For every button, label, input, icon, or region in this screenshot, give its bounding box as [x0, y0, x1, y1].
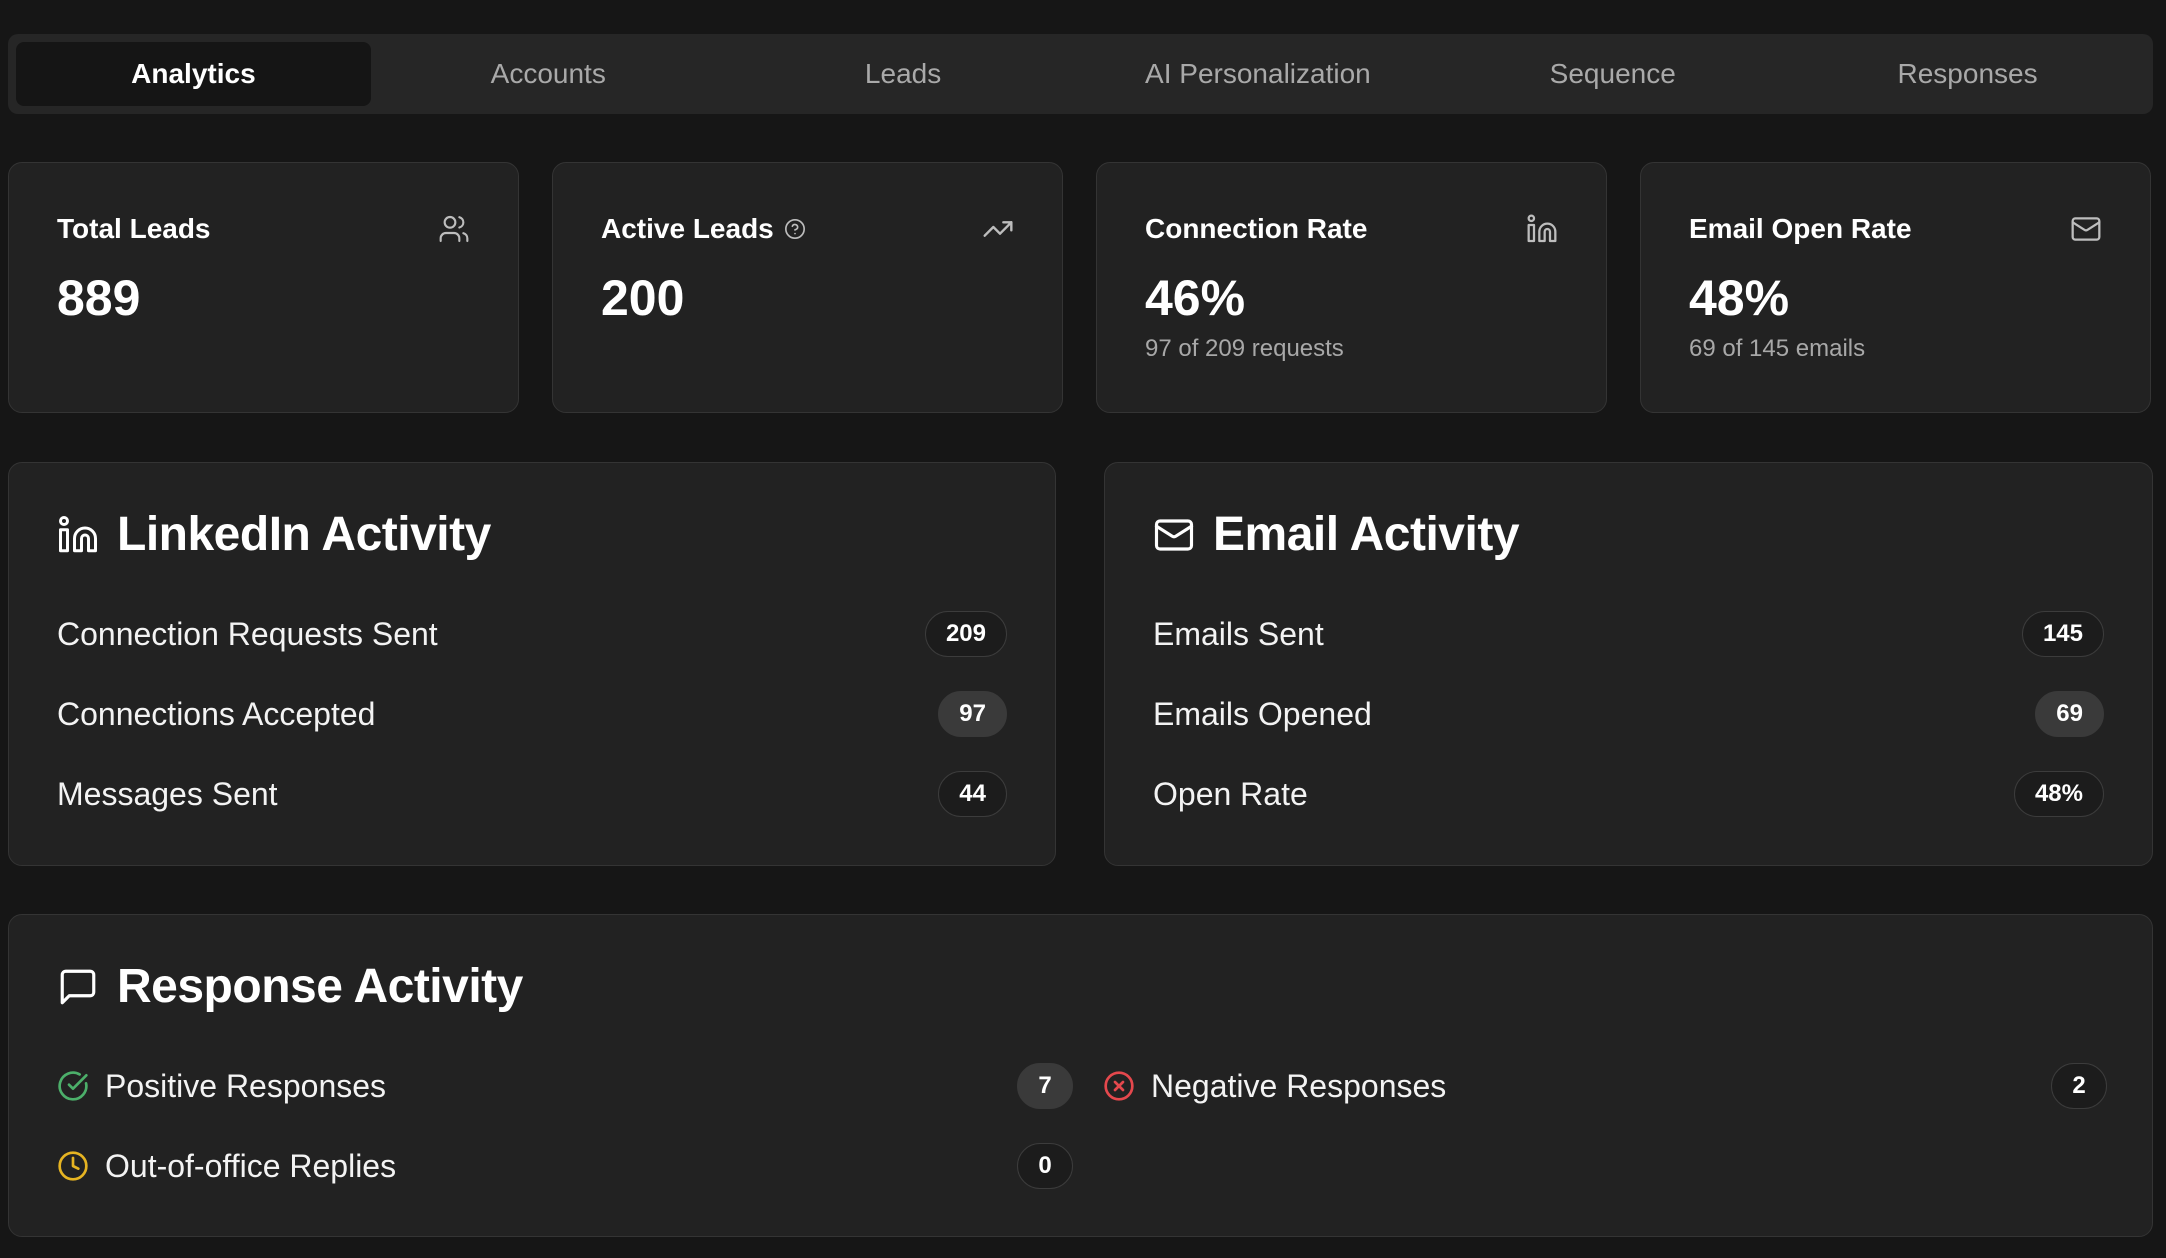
- row-label: Emails Sent: [1153, 615, 1324, 652]
- linkedin-activity-title: LinkedIn Activity: [117, 508, 491, 561]
- mail-icon: [2071, 217, 2101, 241]
- list-item: Open Rate 48%: [1153, 769, 2104, 819]
- count-badge: 7: [1017, 1063, 1073, 1109]
- count-badge: 145: [2021, 611, 2104, 657]
- count-badge: 0: [1017, 1143, 1073, 1189]
- count-badge: 97: [938, 691, 1007, 737]
- help-circle-icon[interactable]: [784, 218, 806, 240]
- row-label: Out-of-office Replies: [105, 1147, 397, 1184]
- email-open-rate-card: Email Open Rate 48% 69 of 145 emails: [1640, 162, 2151, 413]
- linkedin-icon: [1527, 214, 1557, 243]
- row-label: Emails Opened: [1153, 695, 1372, 732]
- list-item: Connections Accepted 97: [57, 689, 1007, 739]
- count-badge: 48%: [2013, 771, 2104, 817]
- email-activity-title: Email Activity: [1213, 508, 1520, 561]
- tab-ai-personalization[interactable]: AI Personalization: [1145, 58, 1371, 89]
- row-label: Open Rate: [1153, 775, 1308, 812]
- main-tabs: Analytics Accounts Leads AI Personalizat…: [8, 34, 2153, 114]
- active-leads-value: 200: [601, 270, 685, 326]
- linkedin-activity-card: LinkedIn Activity Connection Requests Se…: [8, 462, 1056, 866]
- total-leads-label: Total Leads: [57, 213, 211, 244]
- list-item: Connection Requests Sent 209: [57, 609, 1007, 659]
- tab-analytics[interactable]: Analytics: [16, 42, 371, 106]
- message-square-icon: [60, 969, 96, 1004]
- count-badge: 69: [2035, 691, 2104, 737]
- email-activity-card: Email Activity Emails Sent 145 Emails Op…: [1104, 462, 2153, 866]
- email-open-rate-label: Email Open Rate: [1689, 213, 1912, 244]
- mail-icon: [1154, 518, 1194, 551]
- active-leads-card: Active Leads 200: [552, 162, 1063, 413]
- total-leads-value: 889: [57, 270, 141, 326]
- trending-up-icon: [983, 221, 1013, 237]
- tab-accounts[interactable]: Accounts: [490, 58, 606, 89]
- row-label: Connection Requests Sent: [57, 615, 438, 652]
- row-label: Messages Sent: [57, 775, 278, 812]
- row-label: Negative Responses: [1151, 1067, 1447, 1104]
- list-item: Emails Sent 145: [1153, 609, 2104, 659]
- check-circle-icon: [58, 1071, 88, 1101]
- response-activity-card: Response Activity Positive Responses 7 N…: [8, 914, 2153, 1237]
- count-badge: 2: [2051, 1063, 2107, 1109]
- connection-rate-card: Connection Rate 46% 97 of 209 requests: [1096, 162, 1607, 413]
- active-leads-label: Active Leads: [601, 213, 774, 244]
- response-activity-title: Response Activity: [117, 960, 523, 1013]
- users-icon: [439, 215, 469, 243]
- row-label: Connections Accepted: [57, 695, 376, 732]
- linkedin-icon: [59, 515, 97, 552]
- count-badge: 209: [924, 611, 1007, 657]
- email-open-rate-sub: 69 of 145 emails: [1689, 335, 1866, 362]
- tab-leads[interactable]: Leads: [864, 58, 942, 89]
- list-item: Out-of-office Replies 0: [57, 1141, 1073, 1191]
- list-item: Positive Responses 7: [57, 1061, 1073, 1111]
- tab-sequence[interactable]: Sequence: [1549, 58, 1676, 89]
- connection-rate-sub: 97 of 209 requests: [1145, 335, 1344, 362]
- list-item: Emails Opened 69: [1153, 689, 2104, 739]
- list-item: Negative Responses 2: [1103, 1061, 2107, 1111]
- email-open-rate-value: 48%: [1689, 270, 1790, 326]
- x-circle-icon: [1104, 1071, 1134, 1101]
- row-label: Positive Responses: [105, 1067, 387, 1104]
- count-badge: 44: [938, 771, 1007, 817]
- connection-rate-label: Connection Rate: [1145, 213, 1368, 244]
- list-item: Messages Sent 44: [57, 769, 1007, 819]
- connection-rate-value: 46%: [1145, 270, 1246, 326]
- total-leads-card: Total Leads 889: [8, 162, 519, 413]
- tab-responses[interactable]: Responses: [1897, 58, 2038, 89]
- clock-icon: [58, 1151, 88, 1181]
